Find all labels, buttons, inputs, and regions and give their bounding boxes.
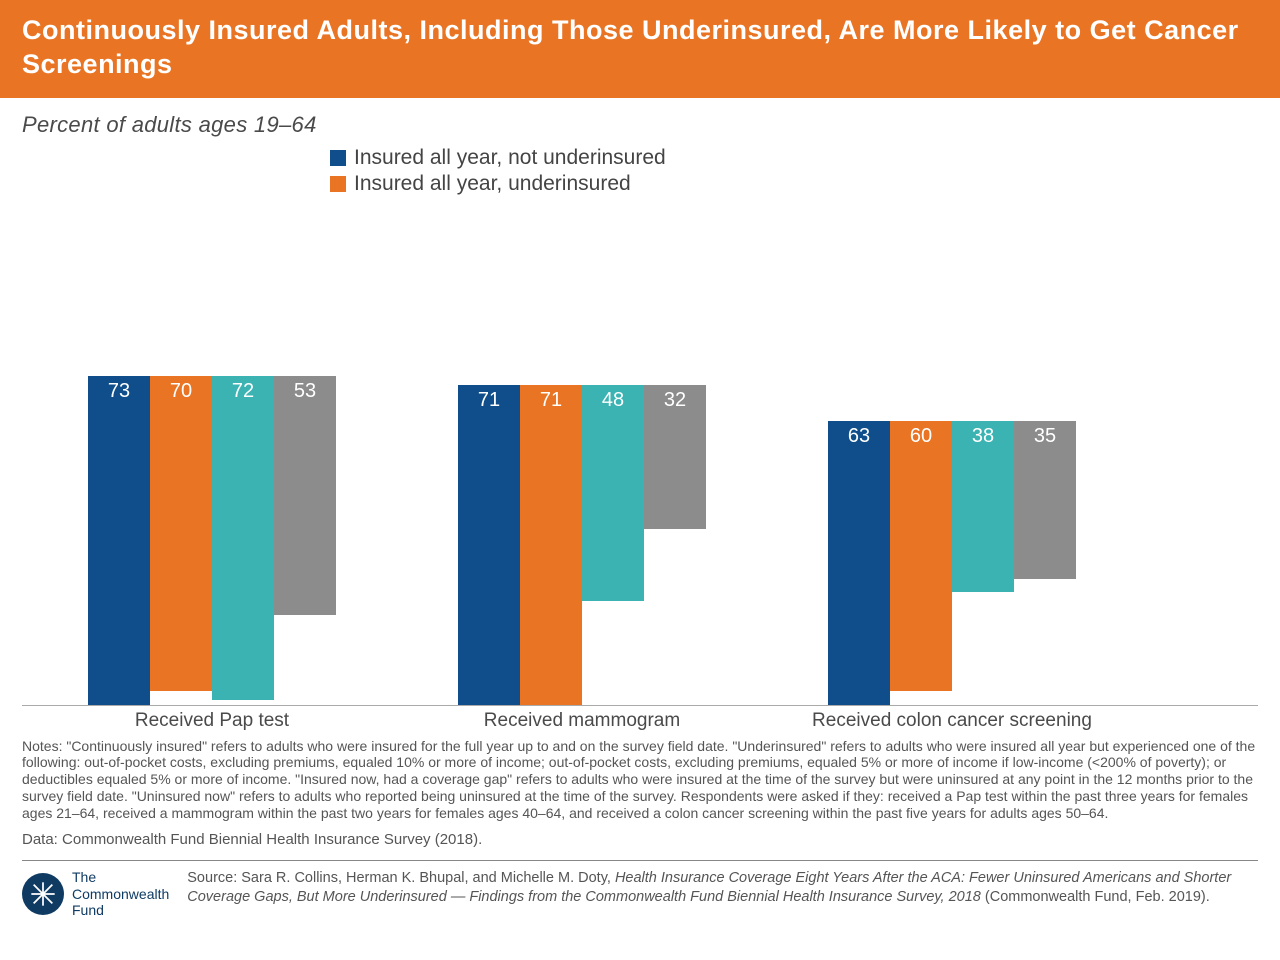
bar: 35 bbox=[1014, 421, 1076, 579]
bar: 60 bbox=[890, 421, 952, 691]
page-title: Continuously Insured Adults, Including T… bbox=[22, 14, 1258, 82]
x-axis-label: Received Pap test bbox=[72, 710, 352, 732]
bar: 71 bbox=[458, 385, 520, 705]
bar-group: 63603835 bbox=[812, 421, 1092, 705]
bar-value-label: 32 bbox=[644, 389, 706, 412]
bar-value-label: 60 bbox=[890, 425, 952, 448]
plot-area: 737072537171483263603835 bbox=[22, 256, 1258, 706]
bar: 53 bbox=[274, 376, 336, 615]
bar-value-label: 71 bbox=[458, 389, 520, 412]
bar: 32 bbox=[644, 385, 706, 529]
bar: 70 bbox=[150, 376, 212, 691]
title-bar: Continuously Insured Adults, Including T… bbox=[0, 0, 1280, 98]
legend-swatch-icon bbox=[330, 150, 346, 166]
x-axis-label: Received mammogram bbox=[442, 710, 722, 732]
bar: 38 bbox=[952, 421, 1014, 592]
legend-label: Insured all year, not underinsured bbox=[354, 146, 666, 170]
bar: 72 bbox=[212, 376, 274, 700]
logo: The Commonwealth Fund bbox=[22, 869, 169, 917]
bar: 48 bbox=[582, 385, 644, 601]
bar-value-label: 38 bbox=[952, 425, 1014, 448]
bar: 71 bbox=[520, 385, 582, 705]
bar-value-label: 71 bbox=[520, 389, 582, 412]
bar-value-label: 48 bbox=[582, 389, 644, 412]
bar: 73 bbox=[88, 376, 150, 705]
bar: 63 bbox=[828, 421, 890, 705]
bar-value-label: 63 bbox=[828, 425, 890, 448]
legend: Insured all year, not underinsured Insur… bbox=[330, 146, 1280, 196]
bar-value-label: 53 bbox=[274, 380, 336, 403]
x-axis-label: Received colon cancer screening bbox=[812, 710, 1092, 732]
bar-value-label: 35 bbox=[1014, 425, 1076, 448]
snowflake-icon bbox=[22, 873, 64, 915]
notes-text: Notes: "Continuously insured" refers to … bbox=[22, 738, 1258, 822]
bar-value-label: 73 bbox=[88, 380, 150, 403]
subtitle: Percent of adults ages 19–64 bbox=[22, 112, 1258, 138]
legend-item: Insured all year, underinsured bbox=[330, 172, 1280, 196]
source-citation: Source: Sara R. Collins, Herman K. Bhupa… bbox=[187, 869, 1258, 905]
data-source-line: Data: Commonwealth Fund Biennial Health … bbox=[22, 831, 1258, 848]
legend-swatch-icon bbox=[330, 176, 346, 192]
bar-chart: 737072537171483263603835 Received Pap te… bbox=[22, 256, 1258, 736]
logo-text: The Commonwealth Fund bbox=[72, 869, 169, 917]
bar-value-label: 72 bbox=[212, 380, 274, 403]
legend-label: Insured all year, underinsured bbox=[354, 172, 631, 196]
bar-value-label: 70 bbox=[150, 380, 212, 403]
bar-group: 71714832 bbox=[442, 385, 722, 705]
bar-group: 73707253 bbox=[72, 376, 352, 705]
x-axis-labels: Received Pap test Received mammogram Recei… bbox=[22, 706, 1258, 736]
legend-item: Insured all year, not underinsured bbox=[330, 146, 1280, 170]
footer: The Commonwealth Fund Source: Sara R. Co… bbox=[22, 860, 1258, 917]
